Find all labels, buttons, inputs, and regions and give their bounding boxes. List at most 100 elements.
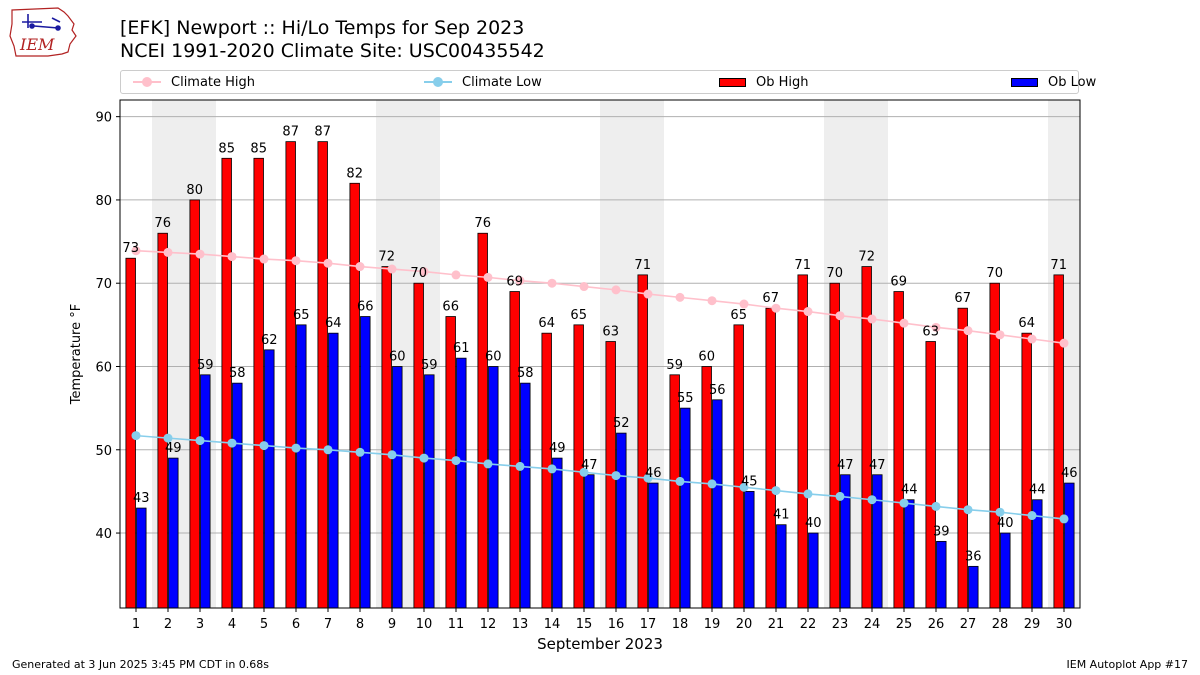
- label-ob-low-30: 46: [1061, 466, 1078, 481]
- x-tick-label-4: 4: [228, 617, 236, 632]
- x-tick-label-1: 1: [132, 617, 140, 632]
- label-ob-high-19: 60: [698, 349, 715, 364]
- label-ob-high-28: 70: [986, 266, 1003, 281]
- line-climate-high: [135, 249, 1065, 344]
- bar-ob-low-14: [552, 457, 563, 609]
- label-ob-low-12: 60: [485, 349, 502, 364]
- label-ob-low-11: 61: [453, 341, 470, 356]
- point-climate-high-18: [675, 292, 685, 302]
- bar-ob-low-20: [744, 491, 755, 609]
- point-climate-high-21: [771, 303, 781, 313]
- x-tick-label-12: 12: [480, 617, 497, 632]
- label-ob-low-4: 58: [229, 366, 246, 381]
- label-ob-high-12: 76: [474, 216, 491, 231]
- x-tick-label-7: 7: [324, 617, 332, 632]
- point-climate-low-7: [323, 445, 333, 455]
- legend-label: Climate High: [171, 74, 256, 90]
- x-tick-label-11: 11: [448, 617, 465, 632]
- point-climate-low-9: [387, 450, 397, 460]
- point-climate-high-30: [1059, 338, 1069, 348]
- point-climate-high-10: [419, 267, 429, 277]
- label-ob-low-14: 49: [549, 441, 566, 456]
- point-climate-high-9: [387, 264, 397, 274]
- bar-ob-low-12: [488, 366, 499, 609]
- x-tick-label-5: 5: [260, 617, 268, 632]
- label-ob-high-1: 73: [122, 241, 139, 256]
- label-ob-high-24: 72: [858, 250, 875, 265]
- x-tick-label-13: 13: [512, 617, 529, 632]
- point-climate-high-8: [355, 262, 365, 272]
- x-tick-label-30: 30: [1056, 617, 1073, 632]
- point-climate-low-24: [867, 495, 877, 505]
- bar-ob-low-16: [616, 432, 627, 609]
- label-ob-low-17: 46: [645, 466, 662, 481]
- point-climate-low-23: [835, 491, 845, 501]
- bar-ob-low-28: [1000, 532, 1011, 609]
- bar-ob-low-22: [808, 532, 819, 609]
- point-climate-high-25: [899, 318, 909, 328]
- bar-ob-low-19: [712, 399, 723, 609]
- label-ob-high-27: 67: [954, 291, 971, 306]
- label-ob-high-2: 76: [154, 216, 171, 231]
- point-climate-low-11: [451, 456, 461, 466]
- x-tick-label-25: 25: [896, 617, 913, 632]
- label-ob-low-6: 65: [293, 308, 310, 323]
- point-climate-low-22: [803, 489, 813, 499]
- point-climate-low-29: [1027, 511, 1037, 521]
- label-ob-high-6: 87: [282, 125, 299, 140]
- y-tick-label-80: 80: [95, 194, 112, 209]
- point-climate-high-13: [515, 276, 525, 286]
- point-climate-high-17: [643, 289, 653, 299]
- x-tick-label-23: 23: [832, 617, 849, 632]
- weekend-shade-17: [632, 100, 664, 608]
- bar-ob-low-4: [232, 382, 243, 609]
- legend-label: Ob Low: [1048, 74, 1097, 90]
- label-ob-low-16: 52: [613, 416, 630, 431]
- label-ob-low-1: 43: [133, 491, 150, 506]
- y-tick-label-70: 70: [95, 277, 112, 292]
- label-ob-high-20: 65: [730, 308, 747, 323]
- x-tick-label-29: 29: [1024, 617, 1041, 632]
- point-climate-high-5: [259, 254, 269, 264]
- bar-ob-low-26: [936, 540, 947, 609]
- point-climate-low-6: [291, 443, 301, 453]
- bar-ob-high-10: [413, 282, 424, 609]
- bar-ob-high-6: [285, 141, 296, 609]
- label-ob-low-29: 44: [1029, 483, 1046, 498]
- point-climate-low-27: [963, 505, 973, 515]
- point-climate-low-21: [771, 486, 781, 496]
- label-ob-low-9: 60: [389, 349, 406, 364]
- bar-ob-low-24: [872, 474, 883, 609]
- point-climate-high-11: [451, 270, 461, 280]
- x-tick-label-10: 10: [416, 617, 433, 632]
- label-ob-low-28: 40: [997, 516, 1014, 531]
- label-ob-low-24: 47: [869, 458, 886, 473]
- weekend-shade-9: [376, 100, 408, 608]
- point-climate-low-30: [1059, 514, 1069, 524]
- bar-ob-high-18: [669, 374, 680, 609]
- bar-ob-low-5: [264, 349, 275, 609]
- legend-label: Ob High: [756, 74, 809, 90]
- point-climate-low-10: [419, 453, 429, 463]
- label-ob-high-16: 63: [602, 325, 619, 340]
- x-tick-label-6: 6: [292, 617, 300, 632]
- label-ob-low-13: 58: [517, 366, 534, 381]
- label-ob-low-23: 47: [837, 458, 854, 473]
- bar-ob-high-12: [477, 232, 488, 609]
- point-climate-high-26: [931, 322, 941, 332]
- label-ob-high-29: 64: [1018, 316, 1035, 331]
- legend-line-marker: [424, 77, 452, 87]
- point-climate-low-1: [131, 431, 141, 441]
- point-climate-low-19: [707, 479, 717, 489]
- legend-swatch: [1011, 77, 1038, 87]
- label-ob-high-26: 63: [922, 325, 939, 340]
- bar-ob-low-27: [968, 565, 979, 609]
- point-climate-high-24: [867, 314, 877, 324]
- label-ob-low-3: 59: [197, 358, 214, 373]
- x-tick-label-2: 2: [164, 617, 172, 632]
- weekend-shade-16: [600, 100, 632, 608]
- point-climate-high-7: [323, 258, 333, 268]
- point-climate-low-28: [995, 507, 1005, 517]
- bar-ob-high-25: [893, 291, 904, 609]
- generated-timestamp: Generated at 3 Jun 2025 3:45 PM CDT in 0…: [12, 658, 270, 671]
